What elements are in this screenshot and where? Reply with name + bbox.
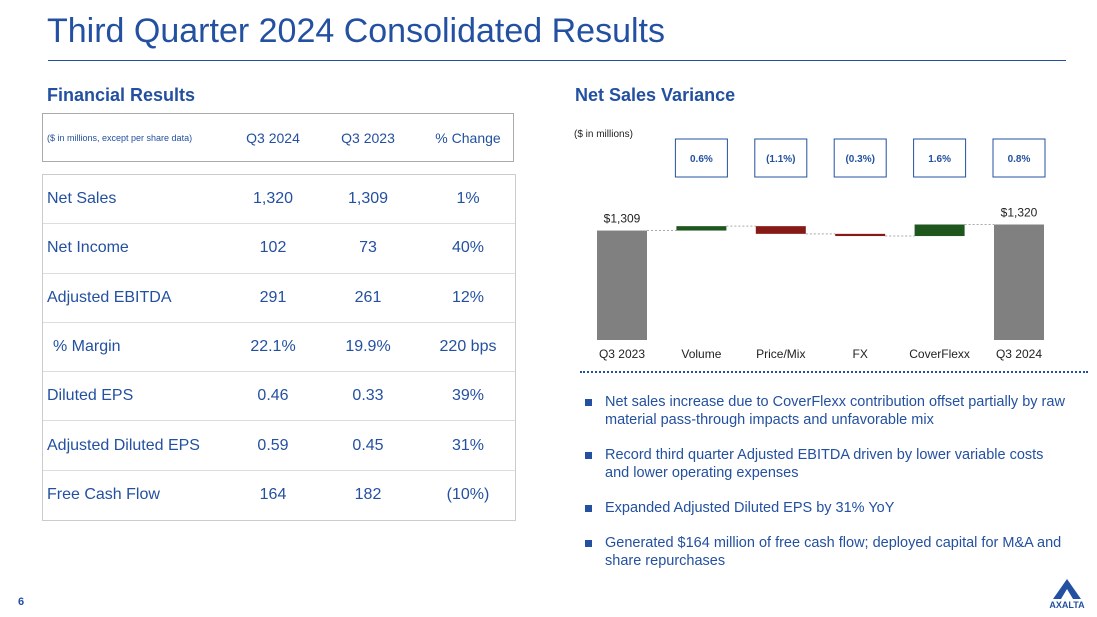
x-tick-label: Price/Mix (756, 347, 805, 361)
variance-label: 1.6% (928, 154, 951, 165)
variance-label: (1.1%) (766, 154, 795, 165)
bar (597, 230, 647, 340)
table-cell: (10%) (446, 486, 490, 504)
variance-label: 0.6% (690, 154, 713, 165)
variance-box (674, 138, 728, 178)
logo: AXALTA (1045, 577, 1089, 610)
variance-box (754, 138, 808, 178)
x-tick-label: Q3 2023 (599, 347, 645, 361)
table-cell: 1,309 (347, 190, 389, 208)
variance-label: (0.3%) (845, 154, 874, 165)
table-cell: 39% (451, 387, 485, 405)
x-tick-label: Q3 2024 (996, 347, 1042, 361)
table-cell: 40% (451, 239, 485, 257)
table-body: Net Sales 1,320 1,309 1% Net Income 102 73 40% A… (42, 174, 516, 522)
header-cell: Q3 2024 (246, 129, 300, 146)
bullet: Generated $164 million of free cash flow… (580, 534, 1070, 570)
chart-subtitle: ($ in millions) (574, 129, 633, 140)
slide-title: Third Quarter 2024 Consolidated Results (47, 12, 665, 50)
table-cell: 12% (451, 288, 485, 306)
variance-box (913, 138, 967, 178)
page-number: 6 (18, 596, 25, 608)
table-row: Adjusted Diluted EPS 0.59 0.45 31% (43, 421, 515, 471)
table-cell: 1% (456, 190, 480, 208)
table-row: Free Cash Flow 164 182 (10%) (43, 471, 515, 520)
table-header: ($ in millions, except per share data) Q… (42, 113, 514, 162)
table-cell: Net Sales (47, 190, 117, 208)
table-row: Net Sales 1,320 1,309 1% (43, 175, 515, 225)
bar (676, 226, 727, 231)
divider (580, 371, 1088, 373)
table-cell: Net Income (47, 239, 129, 257)
table-cell: 291 (259, 288, 287, 306)
table-cell: 102 (259, 239, 287, 257)
table-cell: 31% (451, 436, 485, 454)
bar (914, 224, 965, 237)
table-cell: 0.59 (257, 436, 289, 454)
bullet: Net sales increase due to CoverFlexx con… (580, 393, 1070, 429)
table-cell: 261 (354, 288, 382, 306)
section-heading: Net Sales Variance (575, 85, 736, 105)
variance-label: 0.8% (1008, 154, 1031, 165)
title-rule (48, 60, 1066, 61)
table-row: Adjusted EBITDA 291 261 12% (43, 274, 515, 323)
table-cell: Adjusted EBITDA (47, 288, 172, 306)
table-cell: 19.9% (345, 338, 391, 356)
waterfall-chart: ($ in millions) Q3 2023 $1,309 Volume Price… (574, 129, 1046, 361)
table-row: Diluted EPS 0.46 0.33 39% (43, 372, 515, 422)
table-cell: Adjusted Diluted EPS (47, 436, 200, 454)
section-heading: Financial Results (47, 85, 196, 105)
logo-text: AXALTA (1049, 600, 1085, 610)
table-cell: 0.33 (352, 387, 384, 405)
bar (994, 224, 1044, 340)
table-cell: Free Cash Flow (47, 486, 160, 504)
bullet-list: Net sales increase due to CoverFlexx con… (580, 393, 1070, 587)
bullet: Expanded Adjusted Diluted EPS by 31% YoY (580, 499, 1070, 517)
variance-box (992, 138, 1046, 178)
table-cell: 0.46 (257, 387, 289, 405)
table-row: % Margin 22.1% 19.9% 220 bps (43, 323, 515, 373)
header-cell: % Change (435, 129, 501, 146)
header-cell: Q3 2023 (341, 129, 395, 146)
bar (755, 226, 806, 234)
value-label: $1,309 (604, 212, 641, 226)
table-cell: 1,320 (252, 190, 294, 208)
table-row: Net Income 102 73 40% (43, 224, 515, 274)
table-cell: % Margin (53, 338, 121, 356)
bullet: Record third quarter Adjusted EBITDA dri… (580, 446, 1070, 482)
table-cell: 22.1% (250, 338, 296, 356)
value-label: $1,320 (1001, 206, 1038, 220)
x-tick-label: Volume (681, 347, 721, 361)
variance-box (833, 138, 887, 178)
bar (835, 233, 886, 237)
x-tick-label: FX (853, 347, 868, 361)
header-cell: ($ in millions, except per share data) (47, 132, 193, 143)
table-cell: 73 (359, 239, 377, 257)
table-cell: 220 bps (439, 338, 497, 356)
logo-mark (1053, 579, 1081, 599)
x-tick-label: CoverFlexx (909, 347, 970, 361)
table-cell: 0.45 (352, 436, 384, 454)
table-cell: 182 (354, 486, 382, 504)
table-cell: 164 (259, 486, 287, 504)
table-cell: Diluted EPS (47, 387, 134, 405)
